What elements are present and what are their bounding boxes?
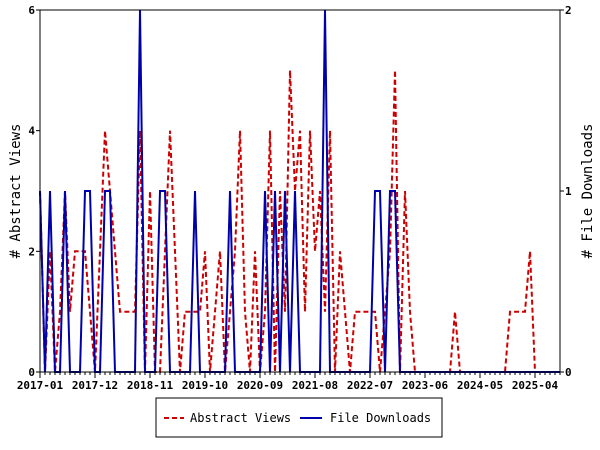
x-tick-label: 2020-09 bbox=[237, 379, 283, 392]
x-tick-label: 2021-08 bbox=[292, 379, 338, 392]
y-axis-label-left: # Abstract Views bbox=[8, 124, 24, 259]
legend: Abstract Views File Downloads bbox=[155, 397, 443, 438]
y-right-tick-label: 0 bbox=[565, 366, 572, 379]
x-tick-label: 2017-01 bbox=[17, 379, 64, 392]
ticks-layer: 2017-01 2017-12 2018-11 2019-10 2020-09 2021-… bbox=[17, 4, 572, 392]
y-left-tick-label: 0 bbox=[28, 366, 35, 379]
x-tick-label: 2024-05 bbox=[457, 379, 503, 392]
x-tick-label: 2018-11 bbox=[127, 379, 174, 392]
y-left-tick-label: 2 bbox=[28, 245, 35, 258]
legend-label-file-downloads: File Downloads bbox=[330, 411, 431, 425]
y-right-tick-label: 1 bbox=[565, 185, 572, 198]
x-tick-label: 2019-10 bbox=[182, 379, 228, 392]
series-line-abstract-views bbox=[39, 70, 560, 373]
y-axis-label-right: # File Downloads bbox=[580, 124, 596, 259]
x-tick-label: 2023-06 bbox=[402, 379, 449, 392]
legend-box bbox=[155, 397, 443, 438]
y-left-tick-label: 4 bbox=[28, 125, 35, 138]
x-tick-label: 2025-04 bbox=[512, 379, 559, 392]
y-left-tick-label: 6 bbox=[28, 4, 35, 17]
y-right-tick-label: 2 bbox=[565, 4, 572, 17]
x-tick-label: 2022-07 bbox=[347, 379, 393, 392]
x-tick-label: 2017-12 bbox=[72, 379, 118, 392]
legend-label-abstract-views: Abstract Views bbox=[190, 411, 291, 425]
